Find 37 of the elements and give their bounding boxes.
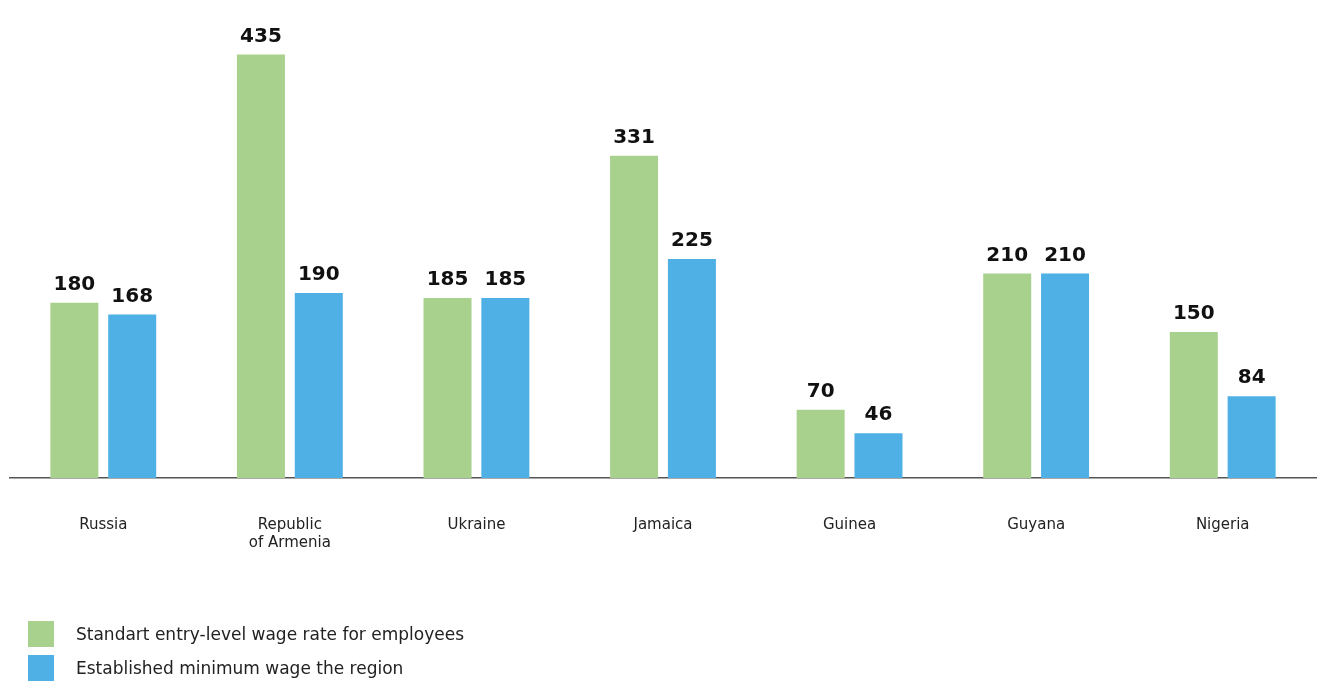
x-tick-label: Republic of Armenia — [248, 514, 331, 551]
data-label: 225 — [671, 227, 713, 252]
x-tick-label: Jamaica — [632, 514, 693, 533]
data-label: 180 — [53, 271, 96, 295]
data-label: 190 — [297, 261, 340, 286]
data-label: 210 — [986, 241, 1029, 266]
data-label: 331 — [613, 124, 655, 149]
data-label: 185 — [426, 266, 469, 291]
data-label: 435 — [240, 22, 282, 47]
data-label: 70 — [806, 378, 835, 403]
bar — [983, 273, 1032, 478]
x-tick-label: Nigeria — [1195, 514, 1250, 533]
x-tick-label: Guyana — [1007, 514, 1066, 533]
bar — [294, 293, 343, 478]
bar — [236, 54, 285, 478]
x-tick-label: Ukraine — [447, 514, 506, 533]
x-tick-label: Russia — [79, 514, 128, 533]
bar — [423, 297, 472, 478]
data-label: 185 — [484, 266, 527, 291]
data-label: 84 — [1237, 364, 1266, 389]
bar — [854, 433, 903, 478]
bar — [1169, 332, 1218, 478]
bar — [1041, 273, 1090, 478]
bar — [667, 259, 716, 478]
data-label: 168 — [111, 282, 154, 307]
bar — [1227, 396, 1276, 478]
data-label: 46 — [864, 401, 893, 426]
x-tick-label: Guinea — [822, 514, 877, 533]
legend-label: Established minimum wage the region — [76, 658, 404, 678]
legend-label: Standart entry-level wage rate for employees — [76, 624, 464, 644]
bar — [610, 155, 659, 478]
bar — [796, 409, 845, 478]
data-label: 150 — [1172, 300, 1215, 325]
bar — [50, 302, 99, 478]
data-label: 210 — [1044, 241, 1086, 266]
bar — [481, 297, 530, 478]
bar — [108, 314, 157, 478]
